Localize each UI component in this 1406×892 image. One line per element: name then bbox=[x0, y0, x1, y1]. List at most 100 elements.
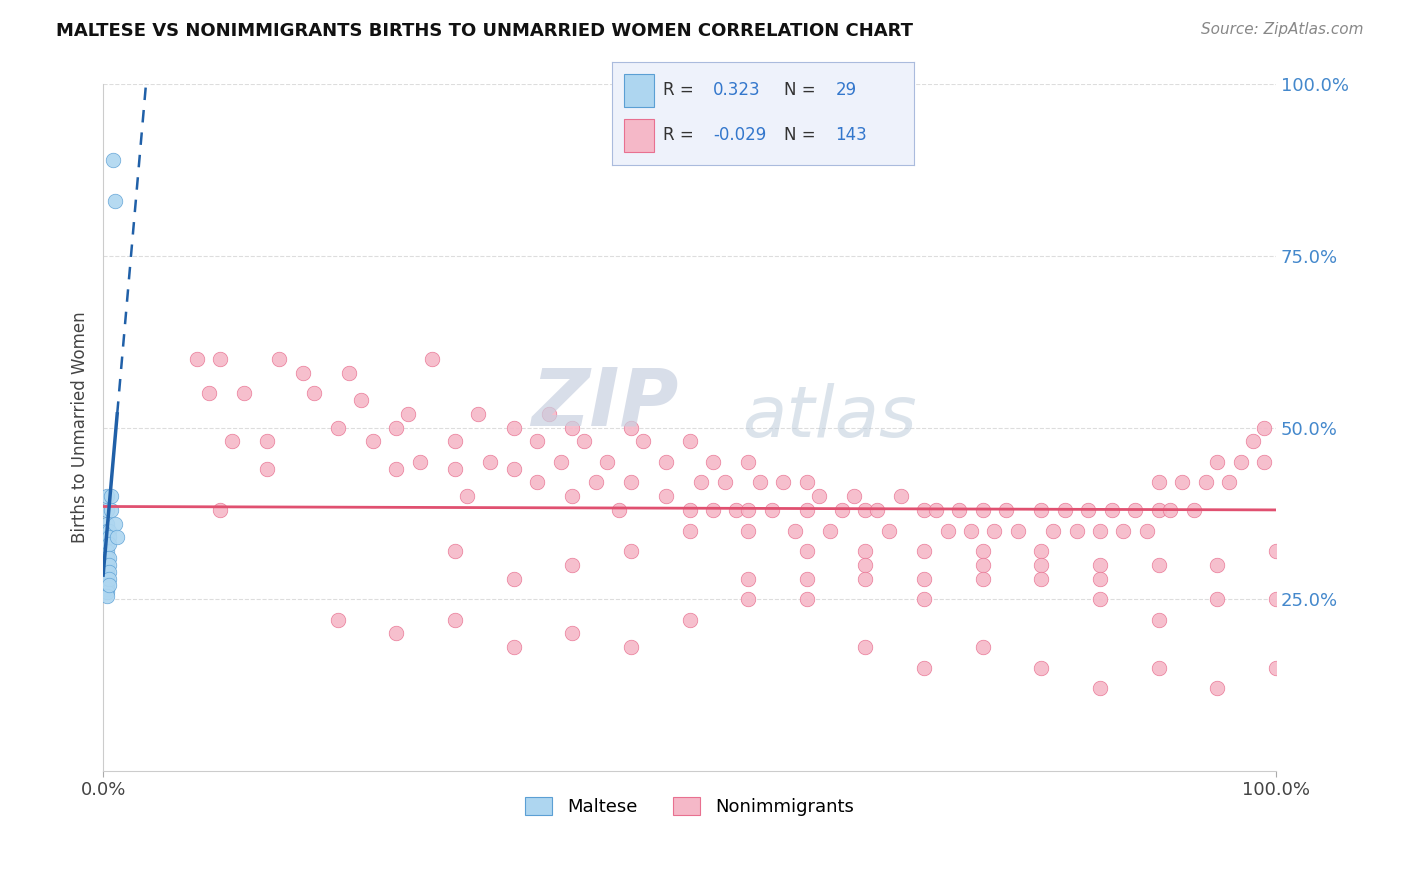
Text: N =: N = bbox=[785, 81, 815, 99]
Point bbox=[1206, 681, 1229, 696]
Point bbox=[702, 503, 724, 517]
Point bbox=[256, 461, 278, 475]
Point bbox=[267, 351, 290, 366]
Point bbox=[561, 626, 583, 640]
Point bbox=[96, 565, 118, 579]
Point bbox=[104, 516, 127, 531]
Point bbox=[1112, 524, 1135, 538]
Point bbox=[737, 572, 759, 586]
Point bbox=[561, 420, 583, 434]
Point bbox=[972, 572, 994, 586]
Point bbox=[456, 489, 478, 503]
Point bbox=[209, 503, 232, 517]
Point bbox=[96, 530, 118, 544]
Point bbox=[1031, 544, 1053, 558]
Point bbox=[831, 503, 853, 517]
Point bbox=[737, 455, 759, 469]
Point bbox=[1265, 592, 1288, 607]
Point bbox=[820, 524, 842, 538]
Point bbox=[385, 420, 408, 434]
Point bbox=[1088, 558, 1111, 572]
Point bbox=[385, 461, 408, 475]
Point bbox=[101, 153, 124, 167]
Point bbox=[1253, 420, 1275, 434]
Point bbox=[796, 503, 818, 517]
Point bbox=[761, 503, 783, 517]
Point bbox=[1265, 661, 1288, 675]
Bar bbox=[624, 119, 654, 152]
Point bbox=[1123, 503, 1146, 517]
Point bbox=[785, 524, 807, 538]
Point bbox=[561, 489, 583, 503]
Point bbox=[1088, 572, 1111, 586]
Point bbox=[98, 572, 121, 586]
Point bbox=[1253, 455, 1275, 469]
Point bbox=[1031, 572, 1053, 586]
Point bbox=[1147, 475, 1170, 490]
Point bbox=[713, 475, 735, 490]
Point bbox=[96, 551, 118, 566]
Point bbox=[1101, 503, 1123, 517]
Point bbox=[796, 592, 818, 607]
Point bbox=[807, 489, 830, 503]
Point bbox=[855, 572, 877, 586]
Point bbox=[96, 503, 118, 517]
Point bbox=[737, 592, 759, 607]
Point bbox=[678, 524, 700, 538]
Point bbox=[948, 503, 970, 517]
Point bbox=[96, 524, 118, 538]
Point bbox=[420, 351, 443, 366]
Point bbox=[526, 434, 548, 449]
Point bbox=[655, 489, 678, 503]
Point bbox=[98, 578, 121, 592]
Legend: Maltese, Nonimmigrants: Maltese, Nonimmigrants bbox=[519, 789, 860, 823]
Point bbox=[105, 530, 128, 544]
Point bbox=[855, 640, 877, 655]
Point bbox=[96, 585, 118, 599]
Point bbox=[100, 489, 122, 503]
Point bbox=[1136, 524, 1159, 538]
Point bbox=[912, 572, 935, 586]
Point bbox=[98, 558, 121, 572]
Point bbox=[596, 455, 619, 469]
Point bbox=[1147, 503, 1170, 517]
Point bbox=[607, 503, 630, 517]
Y-axis label: Births to Unmarried Women: Births to Unmarried Women bbox=[72, 311, 89, 543]
Point bbox=[690, 475, 713, 490]
Point bbox=[796, 544, 818, 558]
Point bbox=[98, 524, 121, 538]
Point bbox=[96, 578, 118, 592]
Point bbox=[197, 386, 219, 401]
Point bbox=[678, 434, 700, 449]
Point bbox=[209, 351, 232, 366]
Text: ZIP: ZIP bbox=[531, 365, 679, 442]
Point bbox=[1053, 503, 1076, 517]
Point bbox=[96, 537, 118, 551]
Point bbox=[1031, 503, 1053, 517]
Point bbox=[748, 475, 770, 490]
Point bbox=[526, 475, 548, 490]
Point bbox=[1194, 475, 1216, 490]
Point bbox=[936, 524, 959, 538]
Point bbox=[655, 455, 678, 469]
Point bbox=[737, 503, 759, 517]
Point bbox=[631, 434, 654, 449]
Point bbox=[866, 503, 889, 517]
Text: 143: 143 bbox=[835, 127, 868, 145]
Point bbox=[96, 589, 118, 603]
Text: Source: ZipAtlas.com: Source: ZipAtlas.com bbox=[1201, 22, 1364, 37]
Text: MALTESE VS NONIMMIGRANTS BIRTHS TO UNMARRIED WOMEN CORRELATION CHART: MALTESE VS NONIMMIGRANTS BIRTHS TO UNMAR… bbox=[56, 22, 914, 40]
Point bbox=[725, 503, 748, 517]
Point bbox=[925, 503, 948, 517]
Point bbox=[620, 420, 643, 434]
Point bbox=[409, 455, 432, 469]
Point bbox=[186, 351, 208, 366]
Point bbox=[467, 407, 489, 421]
Point bbox=[502, 461, 524, 475]
Point bbox=[96, 516, 118, 531]
Text: 29: 29 bbox=[835, 81, 856, 99]
Point bbox=[96, 544, 118, 558]
Point bbox=[256, 434, 278, 449]
Point bbox=[444, 434, 467, 449]
Bar bbox=[624, 74, 654, 106]
